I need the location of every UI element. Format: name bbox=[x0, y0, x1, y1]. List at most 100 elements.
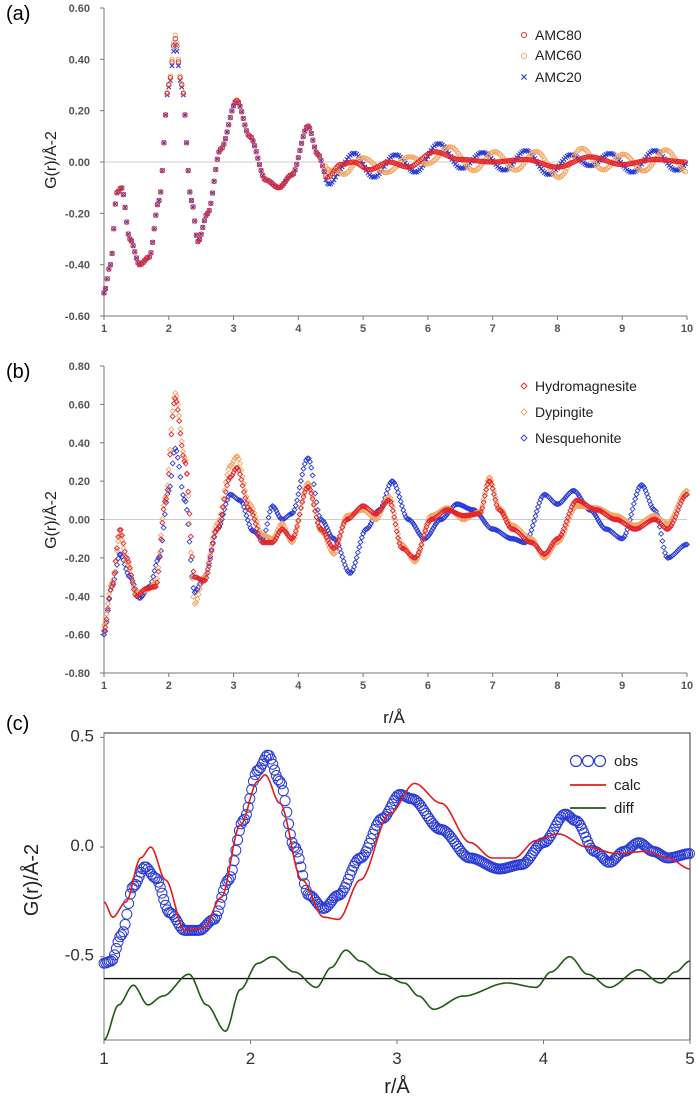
series-AMC80-point bbox=[485, 159, 491, 165]
series-Hydromagnesite-point bbox=[313, 514, 320, 521]
series-Dypingite-point bbox=[251, 509, 258, 516]
series-Nesquehonite-point bbox=[264, 520, 271, 528]
series-AMC80-point bbox=[459, 156, 465, 163]
obs-point bbox=[416, 802, 428, 814]
series-AMC80-point bbox=[153, 212, 159, 218]
series-AMC80-point bbox=[227, 114, 233, 121]
series-calc-line bbox=[103, 773, 691, 932]
series-Nesquehonite-point bbox=[291, 506, 298, 513]
series-Nesquehonite-point bbox=[306, 458, 314, 465]
series-Nesquehonite-point bbox=[629, 506, 636, 513]
series-AMC80-point bbox=[418, 156, 425, 163]
series-Nesquehonite-point bbox=[432, 521, 439, 528]
series-Dypingite-point bbox=[154, 575, 161, 582]
series-Hydromagnesite-point bbox=[476, 510, 483, 517]
series-Hydromagnesite-point bbox=[207, 555, 214, 562]
series-AMC80-point bbox=[106, 266, 112, 272]
series-AMC80-point bbox=[277, 184, 284, 190]
x-tick-label: 3 bbox=[230, 323, 236, 335]
series-Hydromagnesite-point bbox=[165, 470, 172, 477]
x-tick-label: 7 bbox=[490, 680, 496, 692]
series-AMC20-point bbox=[332, 174, 339, 180]
series-Hydromagnesite-point bbox=[325, 537, 332, 544]
panel-c-label: (c) bbox=[6, 713, 29, 735]
series-Hydromagnesite-point bbox=[209, 540, 216, 547]
series-AMC80-point bbox=[253, 149, 259, 155]
series-Hydromagnesite-point bbox=[121, 548, 128, 555]
series-AMC80-point bbox=[209, 190, 216, 196]
panel-b-xlabel: r/Å bbox=[383, 708, 405, 727]
obs-point bbox=[203, 916, 215, 928]
series-AMC80-point bbox=[250, 138, 256, 144]
series-Nesquehonite-point bbox=[265, 514, 272, 521]
series-Dypingite-point bbox=[299, 497, 306, 504]
series-AMC80-point bbox=[190, 204, 196, 210]
x-tick-label: 5 bbox=[685, 1049, 694, 1068]
series-Dypingite-point bbox=[159, 515, 166, 522]
series-Nesquehonite-point bbox=[173, 447, 180, 455]
obs-point bbox=[573, 817, 585, 829]
obs-point bbox=[269, 764, 281, 776]
series-Dypingite-point bbox=[186, 520, 193, 527]
series-Hydromagnesite-point bbox=[178, 442, 185, 449]
series-AMC80-point bbox=[404, 164, 410, 170]
series-AMC60-point bbox=[391, 166, 397, 172]
series-Nesquehonite-point bbox=[414, 527, 421, 534]
series-Dypingite-point bbox=[308, 487, 315, 494]
series-AMC80-point bbox=[519, 156, 525, 163]
series-Hydromagnesite-point bbox=[288, 535, 295, 542]
series-Hydromagnesite-point bbox=[160, 506, 167, 513]
series-AMC60-point bbox=[344, 170, 350, 176]
series-Dypingite-point bbox=[217, 511, 224, 518]
obs-point bbox=[244, 793, 256, 805]
plot-a: 1 2 3 4 5 6 7 8 9 10 0.60 0.40 0.20 0.00 -0.20 -0.40 -0.… bbox=[65, 3, 693, 335]
series-Nesquehonite-point bbox=[358, 534, 365, 541]
obs-point bbox=[390, 792, 402, 804]
series-Nesquehonite-point bbox=[534, 503, 542, 511]
series-Hydromagnesite-point bbox=[322, 531, 329, 538]
series-Nesquehonite-point bbox=[310, 481, 317, 488]
series-Nesquehonite-point bbox=[262, 527, 269, 534]
y-tick-label: -0.60 bbox=[65, 630, 90, 642]
legend-a-item-0: AMC80 bbox=[535, 27, 582, 43]
series-Nesquehonite-point bbox=[437, 516, 444, 523]
obs-point bbox=[119, 918, 131, 930]
panel-a-label: (a) bbox=[6, 3, 30, 25]
series-Nesquehonite-point bbox=[628, 511, 635, 518]
series-Dypingite-point bbox=[224, 471, 231, 478]
series-AMC80-point bbox=[167, 75, 174, 81]
series-Dypingite-point bbox=[156, 549, 163, 556]
series-Nesquehonite-point bbox=[304, 455, 311, 462]
x-tick-label: 4 bbox=[295, 323, 302, 335]
series-Nesquehonite-point bbox=[296, 484, 303, 491]
series-Hydromagnesite-point bbox=[173, 398, 180, 405]
series-AMC20-point bbox=[608, 150, 614, 157]
panel-b-ylabel: G(r)/Å-2 bbox=[41, 491, 60, 549]
series-Hydromagnesite-point bbox=[502, 516, 509, 523]
series-Nesquehonite-point bbox=[633, 491, 640, 498]
series-Hydromagnesite-point bbox=[415, 549, 422, 556]
series-AMC80-point bbox=[311, 144, 318, 150]
series-AMC80-point bbox=[517, 156, 523, 163]
obs-point bbox=[116, 929, 128, 941]
series-Hydromagnesite-point bbox=[680, 495, 687, 502]
obs-point bbox=[237, 815, 249, 827]
series-AMC60-point bbox=[383, 169, 389, 176]
series-Hydromagnesite-point bbox=[334, 540, 341, 547]
series-Nesquehonite-point bbox=[190, 584, 197, 591]
series-Nesquehonite-point bbox=[220, 511, 227, 518]
series-Nesquehonite-point bbox=[659, 537, 666, 545]
series-Hydromagnesite-point bbox=[572, 497, 579, 504]
series-Dypingite-point bbox=[124, 559, 131, 566]
obs-point bbox=[555, 811, 567, 823]
series-Hydromagnesite-point bbox=[479, 504, 486, 512]
series-diff-line bbox=[103, 949, 691, 1041]
series-AMC60-point bbox=[582, 146, 588, 153]
series-Dypingite-point bbox=[499, 508, 507, 515]
series-Hydromagnesite-point bbox=[167, 451, 174, 458]
x-tick-label: 9 bbox=[619, 680, 625, 692]
series-Nesquehonite-point bbox=[301, 460, 308, 467]
series-Hydromagnesite-point bbox=[358, 503, 365, 510]
series-Nesquehonite-point bbox=[182, 498, 189, 505]
series-AMC80-point bbox=[170, 43, 177, 49]
